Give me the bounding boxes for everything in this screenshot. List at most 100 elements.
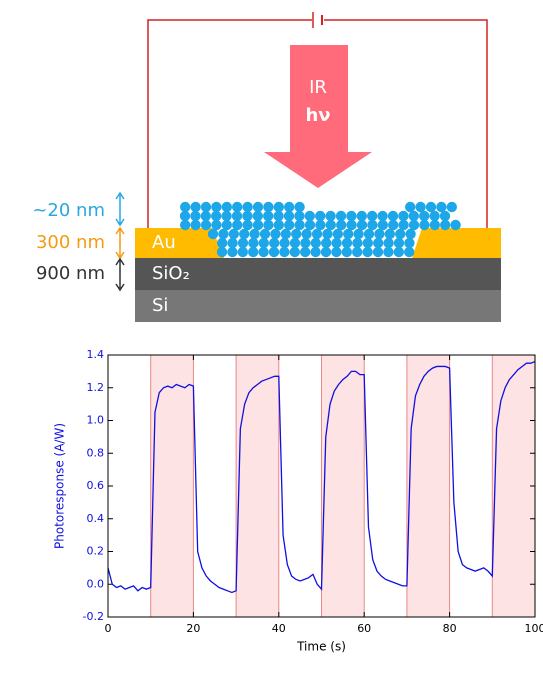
nanocrystal [346, 220, 356, 230]
nanocrystal [436, 202, 446, 212]
nanocrystal [353, 229, 363, 239]
illuminated-interval [492, 355, 535, 617]
nanocrystal [357, 220, 367, 230]
nanocrystal [377, 211, 387, 221]
sio2-layer [135, 258, 501, 290]
nanocrystal [394, 238, 404, 248]
y-tick-label: 0.8 [87, 446, 105, 459]
nanocrystal [326, 220, 336, 230]
nanocrystal [273, 211, 283, 221]
nanocrystal [336, 211, 346, 221]
layer-label: SiO₂ [152, 263, 190, 284]
nanocrystal [383, 247, 393, 257]
y-tick-label: -0.2 [83, 610, 104, 623]
nanocrystal [373, 247, 383, 257]
nanocrystal [248, 247, 258, 257]
nanocrystal [405, 202, 415, 212]
nanocrystal [274, 202, 284, 212]
device-schematic: IR hν Au SiO₂ Si ~20 nm 300 nm 900 nm [32, 12, 501, 322]
nanocrystal [294, 211, 304, 221]
nanocrystal [315, 211, 325, 221]
y-tick-label: 0.2 [87, 545, 105, 558]
nanocrystal [232, 202, 242, 212]
nanocrystal [269, 238, 279, 248]
nanocrystal [259, 238, 269, 248]
nanocrystal [343, 229, 353, 239]
nanocrystal [222, 202, 232, 212]
nanocrystal [409, 211, 419, 221]
nanocrystal [238, 238, 248, 248]
nanocrystal [208, 229, 218, 239]
nanocrystal [263, 211, 273, 221]
nanocrystal [232, 211, 242, 221]
nanocrystal [398, 211, 408, 221]
nanocrystal [263, 220, 273, 230]
nanocrystal [253, 202, 263, 212]
nanocrystal [367, 211, 377, 221]
nanocrystal [211, 211, 221, 221]
nanocrystal [447, 202, 457, 212]
nanocrystal [305, 211, 315, 221]
nanocrystal [440, 211, 450, 221]
nanocrystal [284, 220, 294, 230]
thickness-arrow [116, 259, 124, 290]
nanocrystal [336, 220, 346, 230]
nanocrystal [249, 229, 259, 239]
nanocrystal [300, 238, 310, 248]
nanocrystal [346, 211, 356, 221]
nanocrystal [395, 229, 405, 239]
nanocrystal [248, 238, 258, 248]
nanocrystal [388, 211, 398, 221]
nanocrystal [290, 247, 300, 257]
nanocrystal [221, 211, 231, 221]
nanocrystal [415, 202, 425, 212]
nanocrystal [342, 247, 352, 257]
illuminated-interval [236, 355, 279, 617]
nanocrystal [190, 202, 200, 212]
nanocrystal [290, 238, 300, 248]
nanocrystal [217, 247, 227, 257]
y-tick-label: 1.2 [87, 381, 105, 394]
nanocrystal [352, 247, 362, 257]
nanocrystal [263, 202, 273, 212]
y-tick-label: 1.0 [87, 414, 105, 427]
au-electrode [412, 228, 501, 258]
nanocrystal [394, 247, 404, 257]
nanocrystal [274, 220, 284, 230]
nanocrystal [383, 238, 393, 248]
nanocrystal [239, 229, 249, 239]
nanocrystal [242, 202, 252, 212]
nanocrystal [201, 211, 211, 221]
nanocrystal [398, 220, 408, 230]
nanocrystal [291, 229, 301, 239]
illuminated-interval [407, 355, 450, 617]
nanocrystal [232, 220, 242, 230]
nanocrystal [426, 202, 436, 212]
x-tick-label: 60 [357, 622, 371, 635]
nanocrystal [325, 211, 335, 221]
x-tick-label: 80 [443, 622, 457, 635]
nanocrystal [190, 211, 200, 221]
nanocrystal [429, 211, 439, 221]
nanocrystal [217, 238, 227, 248]
y-tick-label: 1.4 [87, 348, 105, 361]
circuit-wire [148, 20, 312, 228]
si-layer [135, 290, 501, 322]
nanocrystal [294, 220, 304, 230]
nanocrystal [253, 220, 263, 230]
nanocrystal [300, 247, 310, 257]
nanocrystal [180, 220, 190, 230]
nanocrystal [409, 220, 419, 230]
nanocrystal [201, 220, 211, 230]
nanocrystal [315, 220, 325, 230]
nanocrystal [321, 247, 331, 257]
nanocrystal [284, 202, 294, 212]
nanocrystal [218, 229, 228, 239]
nanocrystal [405, 229, 415, 239]
x-tick-label: 20 [186, 622, 200, 635]
nanocrystal [305, 220, 315, 230]
x-tick-label: 40 [272, 622, 286, 635]
nanocrystal [331, 238, 341, 248]
nanocrystal [374, 229, 384, 239]
